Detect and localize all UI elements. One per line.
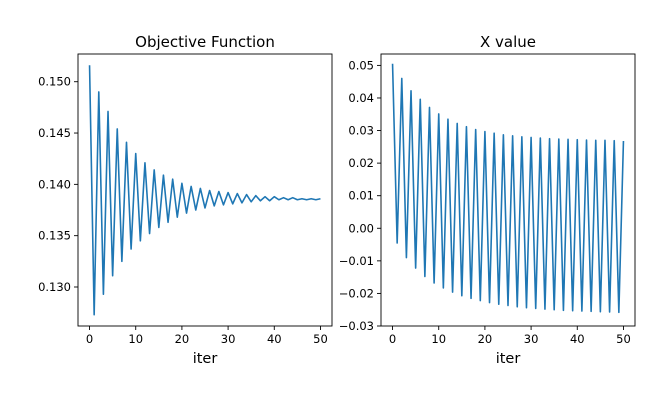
x-value-y-tick-label: −0.03 (339, 319, 374, 333)
objective-function-x-tick-label: 30 (221, 332, 236, 346)
x-value-x-tick-label: 20 (478, 332, 493, 346)
x-value-plot: X value 0 10 20 30 40 50 −0.03 −0.02 −0.01 0.00 0.0… (339, 33, 636, 367)
objective-function-x-tick-label: 40 (267, 332, 282, 346)
objective-function-series-line (88, 65, 321, 316)
x-value-y-tick-label: 0.01 (348, 189, 374, 203)
objective-function-title: Objective Function (135, 33, 275, 51)
objective-function-y-tick-label: 0.130 (38, 280, 71, 294)
objective-function-x-tick-label: 20 (175, 332, 190, 346)
x-value-x-tick-label: 0 (389, 332, 396, 346)
objective-function-axes-frame (77, 53, 333, 327)
x-value-y-tick-label: −0.01 (339, 254, 374, 268)
objective-function-y-tick-label: 0.140 (38, 177, 71, 191)
x-value-y-tick-label: 0.04 (348, 91, 374, 105)
objective-function-x-axis-label: iter (193, 351, 218, 367)
objective-function-y-tick-label: 0.145 (38, 126, 71, 140)
objective-function-plot: Objective Function 0 10 20 30 40 50 0.130 0.135 0… (38, 33, 333, 367)
x-value-y-tick-label: 0.00 (348, 221, 374, 235)
x-value-x-tick-label: 40 (570, 332, 585, 346)
objective-function-x-tick-label: 10 (128, 332, 143, 346)
x-value-y-tick-label: 0.05 (348, 58, 374, 72)
x-value-y-tick-label: 0.02 (348, 156, 374, 170)
objective-function-x-tick-label: 50 (313, 332, 328, 346)
x-value-axes-frame (380, 53, 636, 327)
x-value-x-tick-label: 50 (616, 332, 631, 346)
x-value-title: X value (480, 33, 536, 51)
objective-function-x-tick-label: 0 (86, 332, 93, 346)
x-value-y-tick-label: −0.02 (339, 286, 374, 300)
objective-function-y-tick-label: 0.150 (38, 75, 71, 89)
x-value-y-tick-label: 0.03 (348, 124, 374, 138)
x-value-x-tick-label: 10 (431, 332, 446, 346)
x-value-series-line (391, 63, 625, 314)
objective-function-y-tick-label: 0.135 (38, 229, 71, 243)
x-value-x-tick-label: 30 (524, 332, 539, 346)
x-value-x-axis-label: iter (496, 351, 521, 367)
